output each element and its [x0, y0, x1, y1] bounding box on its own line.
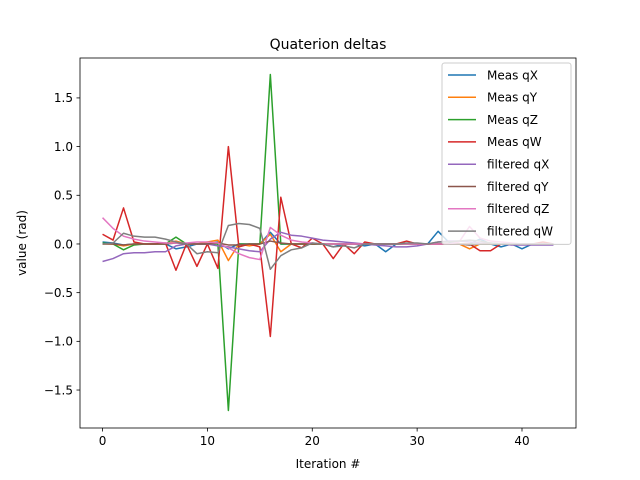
y-tick-label: 1.0: [54, 140, 73, 154]
legend-label: filtered qX: [487, 158, 549, 172]
legend-label: Meas qY: [487, 91, 538, 105]
chart-title: Quaterion deltas: [270, 37, 387, 53]
x-axis-label: Iteration #: [296, 457, 361, 471]
y-tick-label: 0.5: [54, 189, 73, 203]
legend-label: Meas qZ: [487, 113, 538, 127]
x-tick-label: 20: [305, 434, 320, 448]
x-axis: 0 10 20 30 40: [99, 428, 530, 448]
legend-box: [441, 62, 572, 245]
y-tick-label: −1.0: [44, 335, 73, 349]
y-axis: −1.5 −1.0 −0.5 0.0 0.5 1.0 1.5: [44, 91, 80, 397]
legend-label: Meas qX: [487, 68, 538, 82]
x-tick-label: 40: [514, 434, 529, 448]
y-tick-label: −0.5: [44, 286, 73, 300]
series-line-3: [102, 145, 554, 338]
legend: Meas qX Meas qY Meas qZ Meas qW filtered qX f…: [441, 62, 572, 245]
legend-label: filtered qZ: [487, 202, 549, 216]
legend-label: Meas qW: [487, 135, 542, 149]
legend-label: filtered qW: [487, 224, 553, 238]
legend-label: filtered qY: [487, 180, 549, 194]
x-tick-label: 10: [200, 434, 215, 448]
plot-frame: [79, 57, 577, 429]
x-tick-label: 30: [409, 434, 424, 448]
y-tick-label: 0.0: [54, 237, 73, 251]
y-axis-label: value (rad): [15, 210, 29, 276]
y-tick-label: −1.5: [44, 383, 73, 397]
y-tick-label: 1.5: [54, 91, 73, 105]
x-tick-label: 0: [99, 434, 107, 448]
